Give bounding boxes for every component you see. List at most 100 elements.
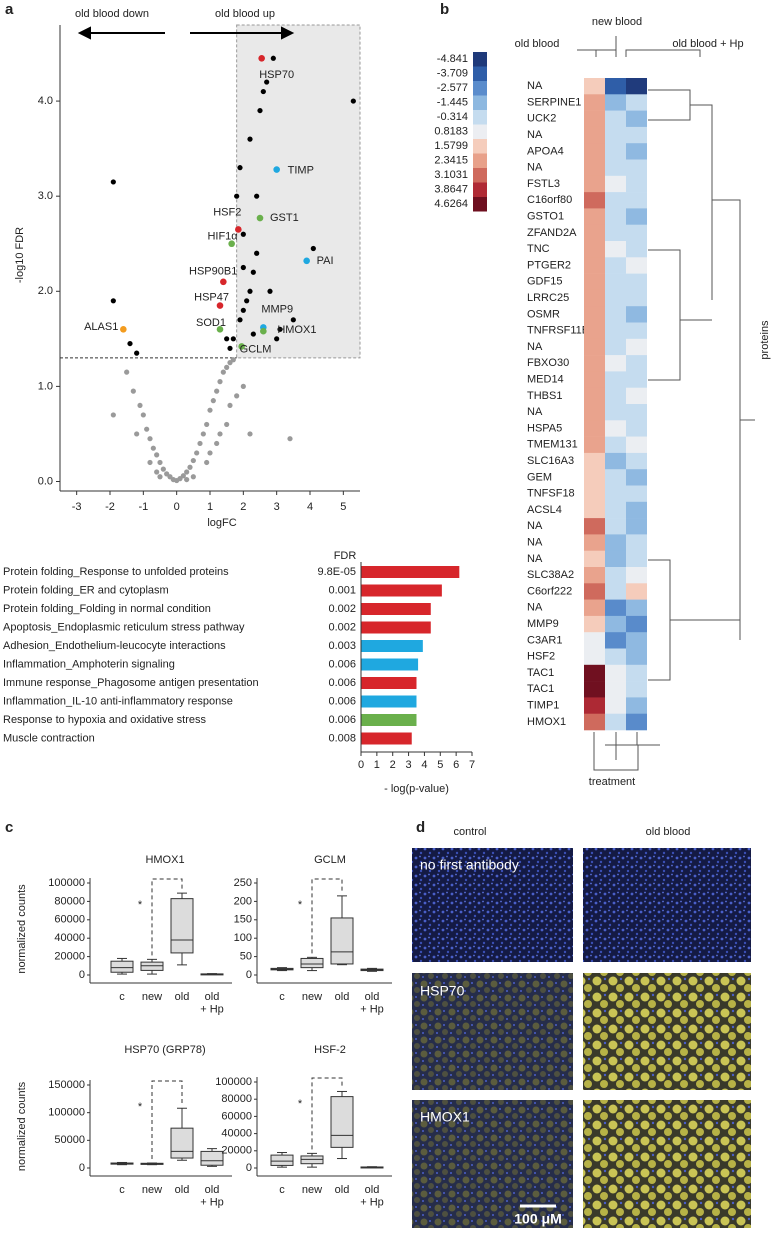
heatmap-cell bbox=[605, 452, 626, 470]
y-tick-label: 50000 bbox=[54, 1134, 85, 1146]
legend-label: -2.577 bbox=[437, 82, 468, 94]
x-tick-label: c bbox=[279, 1184, 285, 1196]
data-point bbox=[110, 412, 116, 418]
row-label: C3AR1 bbox=[527, 634, 562, 646]
heatmap-cell bbox=[626, 355, 647, 372]
bar bbox=[361, 714, 417, 726]
row-label: GDF15 bbox=[527, 276, 562, 288]
significance-bracket bbox=[151, 1080, 183, 1160]
data-point bbox=[257, 107, 263, 114]
heatmap-cell bbox=[584, 518, 605, 535]
legend-label: -4.841 bbox=[437, 53, 468, 65]
point-label: MMP9 bbox=[261, 303, 293, 315]
heatmap-cell bbox=[584, 664, 605, 682]
data-point bbox=[150, 445, 156, 451]
x-tick-label: new bbox=[142, 1184, 162, 1196]
heatmap-cell bbox=[626, 713, 647, 731]
data-point bbox=[190, 474, 196, 480]
y-tick-label: 100000 bbox=[215, 1076, 252, 1088]
box bbox=[170, 898, 194, 954]
data-point bbox=[147, 459, 153, 466]
bar bbox=[361, 695, 417, 708]
panel-label: b bbox=[440, 1, 449, 18]
heatmap-cell bbox=[584, 452, 605, 470]
panel-label: d bbox=[416, 819, 425, 836]
category-label: Protein folding_Response to unfolded pro… bbox=[3, 566, 229, 578]
heatmap-cell bbox=[584, 501, 605, 519]
fdr-label: 0.008 bbox=[328, 732, 356, 744]
heatmap-cell bbox=[584, 436, 605, 454]
heatmap-cell bbox=[626, 550, 647, 568]
row-label: TNFSF18 bbox=[527, 488, 575, 500]
data-point bbox=[237, 165, 243, 171]
data-point bbox=[154, 452, 160, 458]
legend-label: 1.5799 bbox=[434, 140, 468, 152]
row-label: TMEM131 bbox=[527, 439, 578, 451]
heatmap-cell bbox=[605, 175, 626, 193]
heatmap-cell bbox=[605, 664, 626, 682]
x-tick-label: 1 bbox=[207, 501, 213, 513]
data-point bbox=[247, 136, 253, 142]
data-point bbox=[190, 457, 196, 464]
heatmap-cell bbox=[605, 469, 626, 486]
data-point bbox=[254, 250, 260, 256]
heatmap-cell bbox=[605, 599, 626, 617]
data-point bbox=[250, 269, 256, 275]
y-tick-label: 80000 bbox=[221, 1093, 252, 1105]
heatmap-cell bbox=[605, 387, 626, 405]
y-tick-label: 40000 bbox=[54, 932, 85, 944]
data-point bbox=[160, 466, 166, 472]
x-tick-label: 0 bbox=[358, 759, 364, 771]
dendrogram bbox=[577, 36, 755, 771]
heatmap-cell bbox=[584, 257, 605, 274]
heatmap-cell bbox=[626, 501, 647, 519]
heatmap-cell bbox=[584, 615, 605, 633]
heatmap-cell bbox=[605, 681, 626, 698]
data-point bbox=[264, 79, 270, 85]
highlighted-point bbox=[238, 343, 245, 350]
data-point bbox=[184, 476, 190, 483]
highlighted-point bbox=[220, 278, 227, 286]
heatmap-cell bbox=[626, 322, 647, 340]
heatmap-cell bbox=[584, 338, 605, 356]
x-tick-label: 4 bbox=[307, 501, 313, 513]
heatmap-cell bbox=[605, 110, 626, 128]
x-tick-label: 0 bbox=[174, 501, 180, 513]
y-tick-label: 0 bbox=[246, 969, 252, 981]
fdr-label: 0.006 bbox=[328, 658, 356, 670]
x-tick-label: 7 bbox=[469, 759, 475, 771]
row-label: UCK2 bbox=[527, 113, 556, 125]
data-point bbox=[350, 98, 356, 104]
data-point bbox=[110, 298, 116, 304]
heatmap-cell bbox=[584, 599, 605, 617]
data-point bbox=[230, 336, 236, 342]
x-tick-label: 2 bbox=[240, 501, 246, 513]
panel-label: c bbox=[5, 819, 13, 836]
x-tick-label: c bbox=[119, 991, 125, 1003]
data-point bbox=[274, 336, 280, 342]
legend-label: -1.445 bbox=[437, 96, 468, 108]
y-tick-label: 3.0 bbox=[38, 190, 53, 202]
fdr-label: 0.002 bbox=[328, 603, 356, 615]
heatmap-cell bbox=[626, 518, 647, 535]
y-tick-label: 20000 bbox=[54, 951, 85, 963]
legend-swatch bbox=[473, 81, 487, 96]
y-tick-label: 80000 bbox=[54, 895, 85, 907]
heatmap-cell bbox=[584, 289, 605, 307]
heatmap-cell bbox=[605, 322, 626, 340]
highlighted-point bbox=[303, 257, 310, 265]
heatmap-cell bbox=[584, 143, 605, 160]
category-label: Protein folding_Folding in normal condit… bbox=[3, 603, 211, 615]
y-tick-label: 40000 bbox=[221, 1128, 252, 1140]
micrograph bbox=[583, 973, 751, 1090]
y-axis-label: -log10 FDR bbox=[14, 227, 26, 283]
micrograph bbox=[412, 973, 573, 1090]
data-point bbox=[254, 193, 260, 199]
chart-title: GCLM bbox=[314, 854, 346, 866]
data-point bbox=[240, 307, 246, 313]
y-tick-label: 60000 bbox=[54, 914, 85, 926]
data-point bbox=[134, 431, 140, 437]
x-tick-label: 2 bbox=[390, 759, 396, 771]
data-point bbox=[277, 326, 283, 332]
